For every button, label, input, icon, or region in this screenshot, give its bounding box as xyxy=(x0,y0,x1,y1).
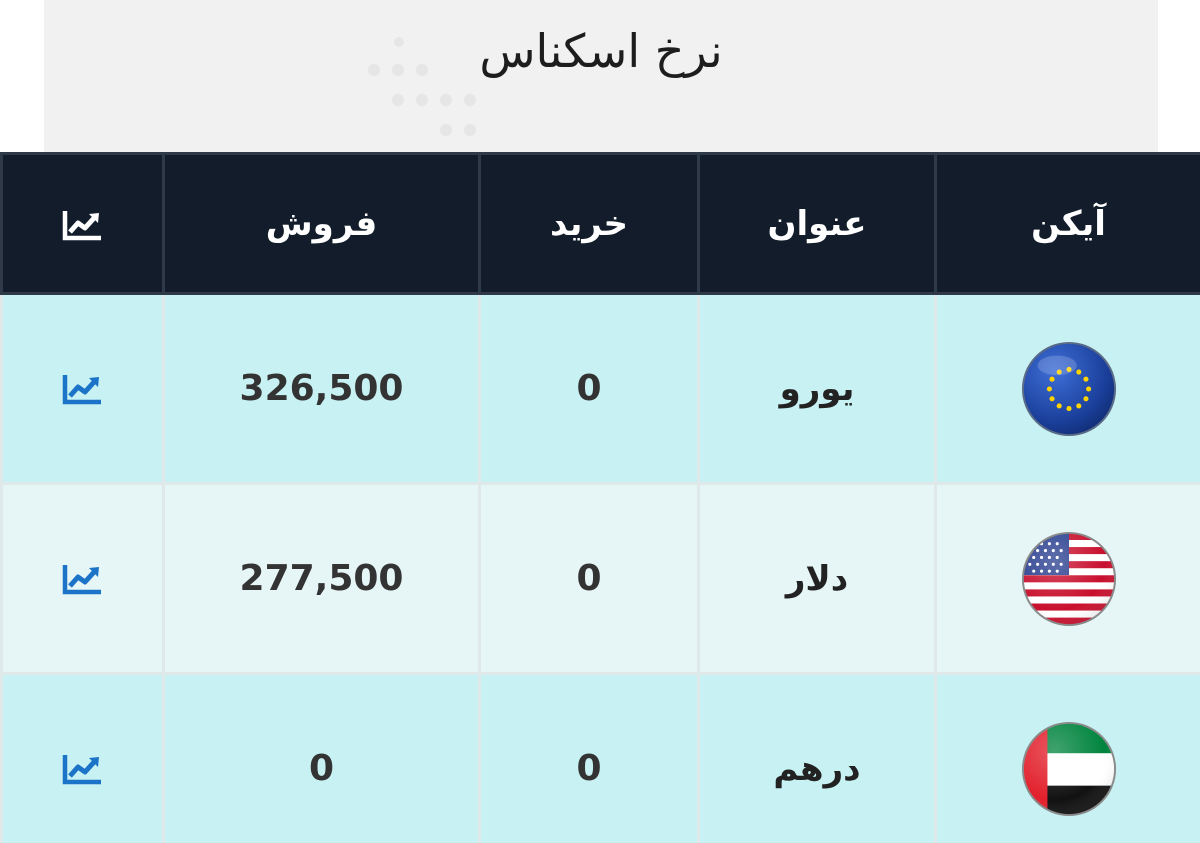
cell-buy: 0 xyxy=(478,292,700,485)
line-chart-icon[interactable] xyxy=(62,372,104,406)
cell-sell: 277,500 xyxy=(162,482,481,675)
cell-chart xyxy=(0,672,165,843)
cell-icon xyxy=(934,292,1200,485)
header-name: عنوان xyxy=(697,152,937,295)
line-chart-icon[interactable] xyxy=(62,562,104,596)
eu-flag-icon xyxy=(1021,341,1116,436)
line-chart-icon xyxy=(62,211,101,241)
cell-name: درهم xyxy=(697,672,937,843)
table-row: یورو 0 326,500 xyxy=(0,292,1200,485)
cell-icon xyxy=(934,672,1200,843)
title-bar: نرخ اسکناس xyxy=(44,0,1158,152)
header-chart xyxy=(0,152,165,295)
header-sell: فروش xyxy=(162,152,481,295)
table-row: درهم 0 0 xyxy=(0,672,1200,843)
header-icon: آیکن xyxy=(934,152,1200,295)
uae-flag-icon xyxy=(1021,721,1116,816)
us-flag-icon xyxy=(1021,531,1116,626)
cell-name: یورو xyxy=(697,292,937,485)
page-title: نرخ اسکناس xyxy=(479,24,723,78)
header-buy: خرید xyxy=(478,152,700,295)
cell-buy: 0 xyxy=(478,672,700,843)
cell-name: دلار xyxy=(697,482,937,675)
cell-sell: 326,500 xyxy=(162,292,481,485)
table-row: دلار 0 277,500 xyxy=(0,482,1200,675)
cell-buy: 0 xyxy=(478,482,700,675)
currency-rates-table: آیکن عنوان خرید فروش xyxy=(0,152,1200,843)
table-header-row: آیکن عنوان خرید فروش xyxy=(0,152,1200,295)
cell-chart xyxy=(0,292,165,485)
cell-icon xyxy=(934,482,1200,675)
cell-sell: 0 xyxy=(162,672,481,843)
cell-chart xyxy=(0,482,165,675)
watermark-logo xyxy=(368,37,476,136)
line-chart-icon[interactable] xyxy=(62,752,104,786)
